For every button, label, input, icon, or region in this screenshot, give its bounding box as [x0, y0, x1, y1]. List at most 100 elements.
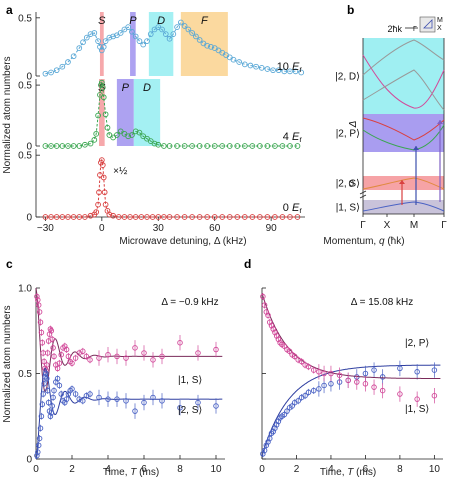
panel-a-series-label-2: 0 Er	[283, 202, 303, 215]
panel-a-point-1-25	[129, 132, 135, 138]
panel-a-point-2-48	[287, 214, 293, 220]
panel-a-point-2-28	[144, 214, 150, 220]
panel-a-point-2-26	[132, 214, 139, 220]
panel-a-series-line-0	[45, 21, 302, 75]
panel-a-band-0-2	[148, 12, 174, 76]
panel-b-dispersion-s1	[362, 201, 445, 212]
panel-a-point-0-27	[147, 31, 154, 37]
panel-a-point-2-31	[161, 214, 167, 220]
panel-a-point-1-33	[161, 143, 167, 149]
panel-d-point-0-24	[328, 381, 334, 387]
panel-d-xtick-label-3: 6	[363, 464, 369, 475]
panel-a-point-2-16	[99, 162, 106, 168]
panel-c-point-0-38	[123, 355, 129, 361]
panel-a-point-2-44	[257, 214, 263, 220]
panel-a-point-1-16	[100, 94, 107, 101]
panel-a-point-1-39	[204, 143, 211, 149]
panel-a-ytick-label-2-0: 0	[26, 213, 32, 224]
panel-a-point-0-26	[144, 38, 150, 44]
panel-a-point-2-42	[241, 214, 248, 220]
panel-c-point-0-29	[69, 360, 75, 366]
panel-c-point-1-39	[132, 408, 138, 414]
panel-c-point-1-37	[114, 396, 120, 402]
panel-c-point-0-26	[63, 346, 70, 353]
panel-a-point-2-36	[196, 214, 203, 220]
panel-a-point-1-3	[59, 143, 66, 149]
panel-a-point-1-47	[264, 143, 271, 149]
panel-c-point-1-7	[40, 391, 46, 397]
panel-a-point-0-50	[236, 59, 243, 65]
panel-c-point-1-12	[44, 387, 51, 394]
panel-a-point-0-33	[170, 31, 177, 37]
panel-b-dispersion-d2	[362, 39, 445, 76]
panel-c-point-1-23	[58, 391, 64, 397]
panel-d-point-1-27	[354, 379, 360, 385]
panel-c-point-1-15	[47, 413, 54, 420]
panel-d-xtick-label-4: 8	[397, 464, 403, 475]
panel-c-point-1-45	[213, 403, 219, 409]
panel-a-point-0-37	[185, 26, 192, 33]
panel-a-point-0-22	[129, 28, 135, 35]
panel-a-point-0-23	[132, 33, 139, 40]
panel-c-point-1-35	[96, 394, 102, 401]
panel-c-point-1-16	[48, 410, 55, 416]
panel-b-scale-label: 2ħk	[387, 24, 402, 34]
panel-b-dispersion-p1	[362, 117, 445, 141]
panel-a-point-1-4	[65, 143, 71, 149]
panel-a-xtick-label-0: −30	[37, 223, 54, 234]
panel-a-point-0-35	[177, 19, 184, 26]
panel-a-series-label-0: 10 Er	[277, 61, 303, 74]
panel-d-point-0-19	[302, 392, 308, 399]
panel-a: a S P D FS P D 00.500.500.5−30 0 30 60 90 10 Er4 …	[2, 3, 305, 247]
panel-a-point-2-0	[42, 214, 49, 220]
panel-a-point-2-40	[226, 214, 233, 220]
panel-a-band-label-0-3: F	[201, 15, 209, 27]
panel-a-xtick-label-1: 0	[99, 223, 105, 234]
panel-a-point-2-2	[53, 214, 60, 220]
panel-d-point-1-22	[316, 369, 322, 375]
panel-d-xlabel-t: T	[347, 467, 354, 478]
panel-c-point-1-29	[69, 386, 75, 392]
panel-a-point-1-2	[53, 143, 60, 149]
panel-a-point-0-15	[102, 38, 109, 44]
panel-c-point-0-34	[87, 357, 93, 363]
panel-b-dispersion-d1	[362, 54, 445, 109]
panel-a-band-label-0-1: P	[129, 15, 137, 27]
panel-b-arrow-navy-head	[413, 146, 419, 150]
panel-c-point-0-4	[37, 319, 44, 325]
panel-b-dispersion-d3	[362, 69, 445, 111]
panel-a-point-1-9	[91, 137, 98, 143]
panel-d-point-1-33	[431, 392, 438, 399]
panel-a-point-0-51	[241, 61, 248, 68]
panel-letter-c: c	[6, 257, 13, 271]
panel-c-point-1-26	[63, 396, 70, 402]
panel-a-point-2-30	[155, 214, 162, 220]
panel-a-point-1-48	[272, 143, 278, 149]
panel-d-point-1-16	[292, 353, 298, 360]
panel-b-ylabel: Δ	[348, 120, 359, 128]
panel-a-point-0-11	[95, 38, 101, 44]
panel-a-point-1-27	[136, 129, 143, 136]
panel-b-inset-label-g: Γ	[413, 26, 417, 33]
panel-a-series-label-e-0: E	[292, 61, 300, 73]
panel-a-point-1-50	[287, 143, 293, 149]
panel-a-point-2-5	[70, 214, 77, 220]
panel-d-title: Δ = 15.08 kHz	[351, 297, 414, 308]
panel-c-point-1-18	[50, 394, 56, 401]
panel-a-point-1-37	[189, 143, 195, 149]
panel-c-ylabel: Normalized atom numbers	[2, 305, 13, 422]
panel-a-point-2-41	[234, 214, 241, 220]
panel-a-ytick-label-0-0: 0	[26, 72, 32, 83]
panel-d-xlabel-pre: Time,	[320, 467, 347, 478]
panel-c-point-1-13	[45, 399, 52, 406]
panel-a-point-0-8	[83, 34, 90, 41]
panel-a-point-0-39	[193, 33, 199, 40]
panel-d-point-1-26	[345, 377, 351, 384]
panel-c-xtick-label-5: 10	[210, 464, 222, 475]
panel-a-point-2-4	[65, 214, 71, 220]
panel-a-point-2-19	[102, 201, 109, 208]
panel-a-point-1-42	[226, 143, 233, 149]
panel-a-point-2-32	[166, 214, 173, 220]
panel-b-xlabel: Momentum, q (ħk)	[323, 236, 404, 247]
